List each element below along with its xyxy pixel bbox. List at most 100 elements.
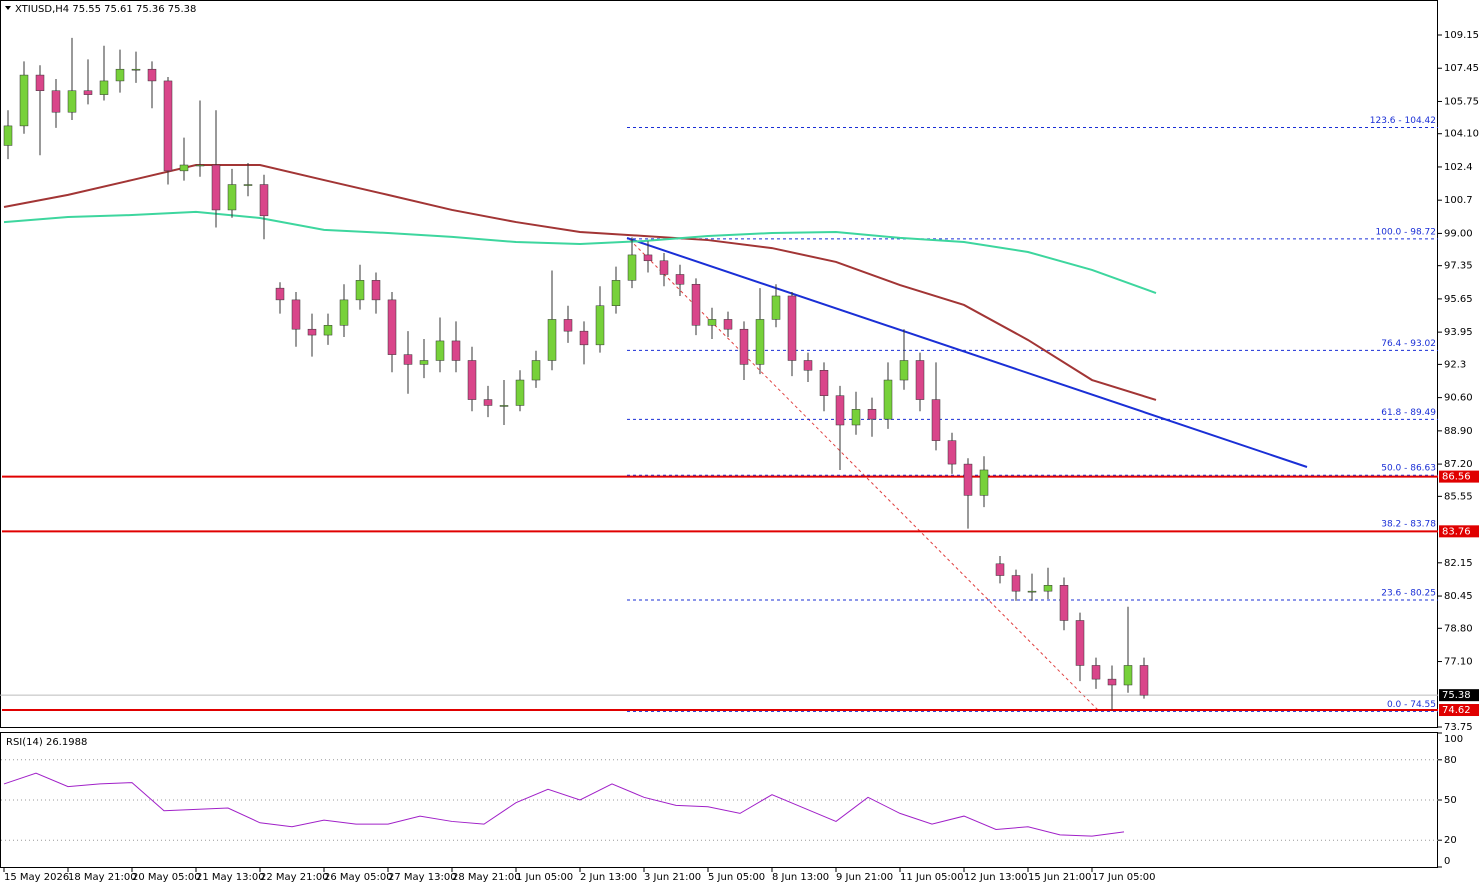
- rsi-tick-label: 80: [1444, 755, 1457, 766]
- fib-label: 23.6 - 80.25: [1381, 588, 1436, 598]
- candle-body: [195, 164, 205, 167]
- x-tick-label: 17 Jun 05:00: [1092, 872, 1156, 883]
- rsi-tick-label: 50: [1444, 795, 1457, 806]
- candle-body: [1075, 620, 1085, 666]
- y-tick-label: 104.10: [1444, 129, 1479, 140]
- fib-label: 76.4 - 93.02: [1381, 339, 1436, 349]
- candle-body: [611, 280, 621, 306]
- support-tag-label: 83.76: [1442, 526, 1471, 537]
- x-tick-label: 28 May 21:00: [452, 872, 521, 883]
- support-tag-label: 86.56: [1442, 472, 1471, 483]
- y-tick-label: 109.15: [1444, 30, 1479, 41]
- x-tick-label: 1 Jun 05:00: [516, 872, 573, 883]
- y-tick-label: 73.75: [1444, 722, 1473, 733]
- x-tick-label: 22 May 21:00: [260, 872, 329, 883]
- support-tag-label: 74.62: [1442, 705, 1471, 716]
- candle-body: [323, 325, 333, 336]
- candle-body: [115, 68, 125, 82]
- candle-body: [339, 299, 349, 326]
- candle-body: [243, 184, 253, 186]
- candle-body: [563, 319, 573, 332]
- candle-body: [595, 305, 605, 346]
- candle-body: [147, 68, 157, 82]
- price-tag: [1439, 689, 1479, 702]
- y-tick-label: 97.35: [1444, 261, 1473, 272]
- candle-body: [643, 254, 653, 262]
- x-tick-label: 15 Jun 21:00: [1028, 872, 1092, 883]
- candle-body: [259, 184, 269, 217]
- candle-body: [675, 274, 685, 285]
- y-tick-label: 88.90: [1444, 426, 1473, 437]
- candle-body: [275, 287, 285, 301]
- x-tick-label: 21 May 13:00: [196, 872, 265, 883]
- y-tick-label: 82.15: [1444, 558, 1473, 569]
- candle-body: [355, 280, 365, 301]
- rsi-line: [3, 772, 1125, 837]
- y-tick-label: 87.20: [1444, 459, 1473, 470]
- candle-body: [403, 354, 413, 365]
- main-panel: [0, 0, 1438, 728]
- y-tick-label: 80.45: [1444, 591, 1473, 602]
- candle-body: [1059, 585, 1069, 621]
- x-tick-label: 18 May 21:00: [68, 872, 137, 883]
- candle-body: [899, 360, 909, 381]
- candle-body: [1107, 678, 1117, 686]
- y-tick-label: 100.7: [1444, 195, 1473, 206]
- candle-body: [1123, 665, 1133, 686]
- y-tick-label: 107.45: [1444, 63, 1479, 74]
- support-tag: [1439, 704, 1479, 717]
- candle-body: [851, 409, 861, 426]
- candle-body: [659, 260, 669, 275]
- candle-body: [995, 563, 1005, 576]
- support-tag: [1439, 470, 1479, 483]
- candle-body: [947, 440, 957, 465]
- y-tick-label: 78.80: [1444, 623, 1473, 634]
- moving-average: [3, 210, 1157, 294]
- candle-body: [131, 68, 141, 71]
- x-tick-label: 3 Jun 21:00: [644, 872, 701, 883]
- candle-body: [179, 164, 189, 172]
- candle-body: [211, 164, 221, 211]
- candle-body: [1027, 590, 1037, 593]
- y-tick-label: 105.75: [1444, 96, 1479, 107]
- x-tick-label: 20 May 05:00: [132, 872, 201, 883]
- y-tick-label: 77.10: [1444, 657, 1473, 668]
- candle-body: [1011, 575, 1021, 592]
- candle-body: [931, 399, 941, 441]
- fib-label: 0.0 - 74.55: [1387, 700, 1436, 710]
- candle-body: [691, 283, 701, 326]
- x-tick-label: 5 Jun 05:00: [708, 872, 765, 883]
- candle-body: [99, 80, 109, 95]
- candle-body: [371, 280, 381, 301]
- candle-body: [723, 319, 733, 330]
- support-tag: [1439, 525, 1479, 538]
- candle-body: [307, 328, 317, 336]
- y-tick-label: 92.3: [1444, 359, 1466, 370]
- candle-body: [787, 295, 797, 361]
- rsi-label: RSI(14) 26.1988: [6, 737, 87, 748]
- x-tick-label: 2 Jun 13:00: [580, 872, 637, 883]
- candle-body: [83, 90, 93, 95]
- candle-body: [227, 184, 237, 211]
- candle-body: [3, 125, 13, 146]
- candle-body: [499, 405, 509, 407]
- fib-label: 100.0 - 98.72: [1376, 227, 1437, 237]
- moving-average: [3, 163, 1157, 401]
- x-tick-label: 8 Jun 13:00: [772, 872, 829, 883]
- candle-body: [387, 299, 397, 355]
- candle-body: [163, 80, 173, 172]
- candle-body: [547, 319, 557, 361]
- x-tick-label: 11 Jun 05:00: [900, 872, 964, 883]
- menu-arrow: [5, 6, 11, 10]
- candle-body: [819, 370, 829, 396]
- x-tick-label: 15 May 2026: [4, 872, 69, 883]
- candle-body: [883, 379, 893, 420]
- candle-body: [803, 360, 813, 371]
- trend-line: [626, 237, 1308, 468]
- price-tag-label: 75.38: [1442, 690, 1471, 701]
- candle-body: [755, 319, 765, 365]
- candle-body: [467, 360, 477, 400]
- candle-body: [1091, 665, 1101, 680]
- candle-body: [451, 340, 461, 361]
